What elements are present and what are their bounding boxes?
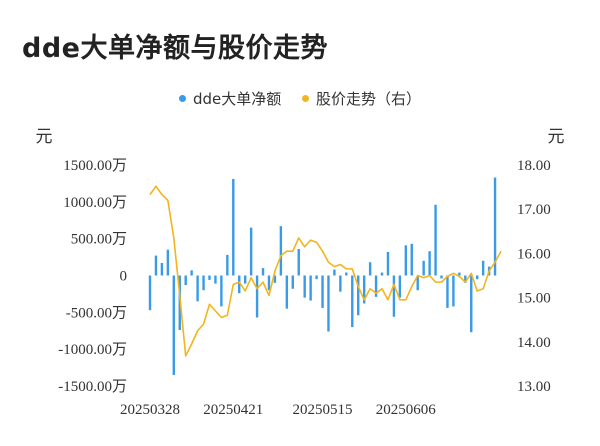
dde-bar <box>440 275 443 279</box>
dde-bar <box>416 275 419 291</box>
dde-bar <box>273 275 277 283</box>
dde-bar <box>476 275 479 280</box>
dde-bar <box>315 275 318 280</box>
dde-bar <box>267 275 271 291</box>
dde-bar <box>428 251 431 276</box>
left-tick-label: -1500.00万 <box>58 379 127 395</box>
dde-bar <box>470 275 473 333</box>
dde-bar <box>154 255 158 276</box>
dde-bar <box>202 275 205 291</box>
dde-bar <box>398 275 402 298</box>
x-tick-label: 20250606 <box>376 402 437 418</box>
dde-bar <box>249 227 253 276</box>
dde-bar <box>309 275 312 301</box>
dde-bar <box>243 275 247 284</box>
dde-bar <box>321 275 324 308</box>
dde-bar <box>220 275 223 307</box>
dde-bar <box>238 275 241 294</box>
dde-bar <box>160 262 164 276</box>
dde-bar <box>232 179 235 276</box>
dde-bar <box>297 248 300 276</box>
dde-bar <box>345 272 348 276</box>
right-axis: 18.00 17.00 16.00 15.00 14.00 13.00 <box>517 158 551 395</box>
legend: dde大单净额 股价走势（右） <box>0 88 600 109</box>
dde-bar <box>327 275 330 332</box>
x-axis: 20250328 20250421 20250515 20250606 <box>120 402 436 418</box>
right-tick-label: 18.00 <box>517 158 551 174</box>
dde-bar <box>291 275 294 289</box>
right-tick-label: 16.00 <box>517 246 551 262</box>
right-tick-label: 15.00 <box>517 291 551 307</box>
right-tick-label: 13.00 <box>517 379 551 395</box>
dde-bar <box>392 275 396 317</box>
dde-bar <box>172 275 175 375</box>
dde-bar <box>148 275 152 311</box>
left-tick-label: -1000.00万 <box>58 342 127 358</box>
left-tick-label: 0 <box>120 269 128 285</box>
legend-label-dde: dde大单净额 <box>192 90 282 108</box>
dde-bar <box>458 272 461 276</box>
left-tick-label: -500.00万 <box>66 305 127 321</box>
legend-item-dde[interactable]: dde大单净额 <box>178 88 282 109</box>
dde-bar <box>196 275 199 302</box>
chart-title: dde大单净额与股价走势 <box>22 33 328 64</box>
dde-bar <box>333 269 336 276</box>
dde-bar <box>279 226 283 276</box>
dde-bar <box>357 275 360 316</box>
legend-label-price: 股价走势（右） <box>316 90 422 108</box>
dde-bar <box>481 260 485 276</box>
dde-bar <box>351 275 354 328</box>
dde-bar <box>303 275 306 298</box>
left-tick-label: 500.00万 <box>71 232 127 248</box>
left-unit-label: 元 <box>36 127 53 147</box>
dde-bar <box>493 177 497 276</box>
right-tick-label: 17.00 <box>517 202 551 218</box>
right-tick-label: 14.00 <box>517 335 551 351</box>
dde-bar <box>368 262 372 276</box>
dde-bar <box>339 275 342 292</box>
dde-bar <box>214 275 217 284</box>
dde-bar <box>255 275 259 318</box>
dde-bar <box>362 275 366 304</box>
dde-bar <box>184 275 187 286</box>
dde-bar <box>190 270 193 276</box>
dde-bar <box>434 204 437 276</box>
dde-bar <box>404 245 408 276</box>
legend-item-price[interactable]: 股价走势（右） <box>302 88 421 109</box>
price-line <box>149 185 502 357</box>
x-tick-label: 20250421 <box>203 402 263 418</box>
dde-bar <box>380 272 384 276</box>
dde-bar <box>386 251 390 276</box>
x-tick-label: 20250328 <box>120 402 180 418</box>
left-axis: 1500.00万 1000.00万 500.00万 0 -500.00万 -1000.00… <box>58 158 127 395</box>
left-tick-label: 1000.00万 <box>63 195 127 211</box>
right-unit-label: 元 <box>548 127 565 147</box>
bar-series <box>148 177 497 375</box>
x-tick-label: 20250515 <box>293 402 353 418</box>
legend-bar-swatch-icon <box>178 95 186 102</box>
dde-bar <box>464 275 467 283</box>
dde-bar <box>166 249 170 276</box>
dde-bar <box>452 275 455 307</box>
dde-bar <box>422 260 425 276</box>
left-tick-label: 1500.00万 <box>63 158 127 174</box>
dde-bar <box>208 275 211 280</box>
dde-bar <box>285 275 289 309</box>
legend-line-swatch-icon <box>302 95 310 102</box>
dde-bar <box>410 243 413 276</box>
dde-bar <box>226 254 229 276</box>
dde-bar <box>374 275 378 297</box>
dde-bar <box>261 268 265 276</box>
dde-bar <box>446 275 449 308</box>
